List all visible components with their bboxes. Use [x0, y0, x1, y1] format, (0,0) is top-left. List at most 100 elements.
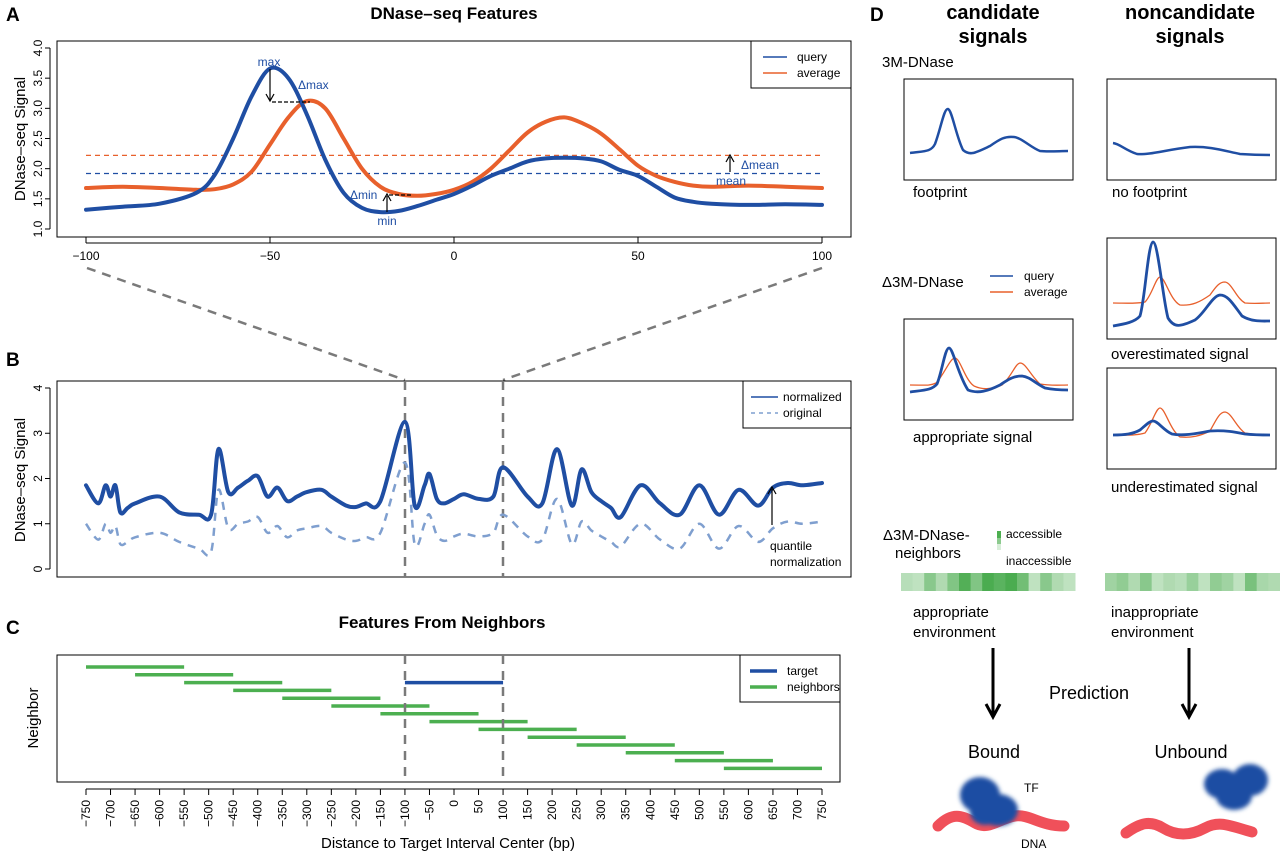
- bound-label: Bound: [968, 742, 1020, 762]
- panel-c-y-label: Neighbor: [25, 688, 42, 749]
- overestimated-query-line: [1112, 240, 1271, 328]
- heat-cell: [982, 573, 995, 591]
- overestimated-average-line: [1112, 276, 1271, 306]
- c-x-tick-label: −700: [104, 800, 118, 827]
- row-neighbors-label-line2: neighbors: [895, 545, 961, 562]
- heat-cell: [1233, 573, 1246, 591]
- c-x-tick-label: 150: [521, 800, 535, 820]
- c-x-tick-label: 100: [496, 800, 510, 820]
- c-x-tick-label: −400: [251, 800, 265, 827]
- b-y-tick-label: 1: [31, 520, 45, 527]
- scale-mid-swatch: [997, 538, 1001, 544]
- a-y-tick-label: 2.5: [31, 130, 45, 147]
- unbound-tf-icon: [1204, 764, 1268, 810]
- heat-cell: [959, 573, 972, 591]
- appropriate-average-line: [909, 357, 1069, 390]
- series-normalized-line: [84, 419, 824, 522]
- panel-a-y-label: DNase–seq Signal: [12, 77, 29, 201]
- panel-c-x-label: Distance to Target Interval Center (bp): [321, 835, 575, 852]
- heat-cell: [1245, 573, 1258, 591]
- a-x-tick-label: 100: [812, 249, 832, 263]
- annot-min: min: [377, 214, 396, 228]
- series-query-line: [84, 65, 824, 215]
- panel-d: D candidate signals noncandidate signals…: [870, 2, 1280, 851]
- footprint-signal-line: [909, 107, 1069, 155]
- heat-cell: [924, 573, 937, 591]
- c-x-tick-label: 550: [717, 800, 731, 820]
- b-y-tick-label: 4: [31, 384, 45, 391]
- scale-inaccessible-label: inaccessible: [1006, 554, 1072, 568]
- legend-neighbors-label: neighbors: [787, 680, 840, 694]
- panel-a: A DNase–seq Features 1.0 1.5 2.0 2.5 3.0 3.5 4…: [6, 4, 852, 263]
- panel-b: B 0 1 2 3 4 DNase–seq Signal quantile normal…: [6, 350, 852, 578]
- overestimated-signal-label: overestimated signal: [1111, 346, 1249, 363]
- scale-inaccessible-swatch: [997, 544, 1001, 550]
- tf-label: TF: [1024, 781, 1039, 795]
- footprint-box: [903, 78, 1074, 181]
- no-footprint-label: no footprint: [1112, 184, 1188, 201]
- unbound-dna-icon: [1120, 817, 1258, 840]
- panel-c-plot-box: [56, 654, 841, 783]
- heatstrip-appropriate: [901, 573, 1076, 591]
- panel-c: C Features From Neighbors Neighbor −750−…: [6, 613, 841, 852]
- c-x-tick-label: 450: [668, 800, 682, 820]
- a-y-tick-label: 1.0: [31, 220, 45, 237]
- c-x-tick-label: −550: [177, 800, 191, 827]
- annot-delta-max: Δmax: [298, 78, 329, 92]
- min-arrow-head-icon: [382, 192, 392, 202]
- quantile-arrow-head-icon: [767, 485, 777, 495]
- c-x-tick-label: 200: [545, 800, 559, 820]
- panel-a-x-axis: −100 −50 0 50 100: [72, 237, 832, 263]
- heat-cell: [1151, 573, 1164, 591]
- heat-cell: [1163, 573, 1176, 591]
- a-x-tick-label: 0: [451, 249, 458, 263]
- noncandidate-title-line2: signals: [1156, 26, 1225, 48]
- annot-normalization: normalization: [770, 555, 841, 569]
- c-x-tick-label: −650: [128, 800, 142, 827]
- a-y-tick-label: 1.5: [31, 190, 45, 207]
- legend-average-label: average: [797, 66, 841, 80]
- legend-original-label: original: [783, 406, 822, 420]
- prediction-label: Prediction: [1049, 683, 1129, 703]
- heatstrip-inappropriate: [1105, 573, 1280, 591]
- heat-cell: [1268, 573, 1280, 591]
- panel-a-legend-box: [750, 40, 852, 89]
- panel-b-legend-box: [742, 380, 852, 429]
- candidate-title-line1: candidate: [946, 2, 1039, 24]
- c-x-tick-label: 350: [619, 800, 633, 820]
- bound-tf-icon: [960, 777, 1018, 826]
- panel-a-series: [84, 65, 824, 215]
- heat-cell: [1017, 573, 1030, 591]
- heat-cell: [912, 573, 925, 591]
- annot-quantile: quantile: [770, 539, 812, 553]
- heat-cell: [1105, 573, 1118, 591]
- heat-cell: [1040, 573, 1053, 591]
- heat-cell: [1175, 573, 1188, 591]
- panel-c-legend-box: [739, 654, 841, 703]
- heat-cell: [993, 573, 1006, 591]
- legend-normalized-label: normalized: [783, 390, 842, 404]
- c-x-tick-label: −500: [202, 800, 216, 827]
- no-footprint-signal-line: [1112, 141, 1271, 157]
- heat-cell: [1210, 573, 1223, 591]
- footprint-label: footprint: [913, 184, 968, 201]
- panel-b-y-axis: 0 1 2 3 4: [31, 384, 51, 572]
- panel-b-series: [84, 419, 824, 557]
- row-neighbors-label-line1: Δ3M-DNase-: [883, 527, 970, 544]
- underestimated-signal-label: underestimated signal: [1111, 479, 1258, 496]
- d-legend-query-label: query: [1024, 269, 1054, 283]
- underestimated-signal-box: [1106, 367, 1277, 470]
- c-x-tick-label: −600: [153, 800, 167, 827]
- appropriate-signal-label: appropriate signal: [913, 429, 1032, 446]
- heat-cell: [935, 573, 948, 591]
- panel-b-plot-box: [56, 380, 852, 578]
- c-x-tick-label: −750: [79, 800, 93, 827]
- panel-a-annotations: max Δmax Δmin min Δmean mean: [258, 55, 779, 228]
- panel-a-y-axis: 1.0 1.5 2.0 2.5 3.0 3.5 4.0: [31, 39, 51, 237]
- heat-cell: [1028, 573, 1041, 591]
- zoom-guides: [86, 266, 823, 382]
- panel-b-legend: normalized original: [742, 380, 852, 429]
- heat-cell: [1128, 573, 1141, 591]
- c-x-tick-label: −50: [422, 800, 436, 821]
- a-x-tick-label: −100: [72, 249, 99, 263]
